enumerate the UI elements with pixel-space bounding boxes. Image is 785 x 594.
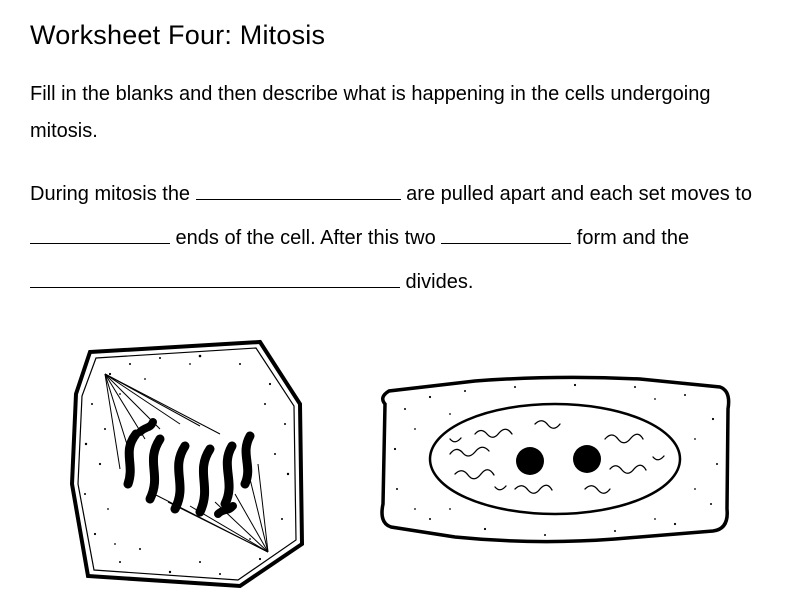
blank-3[interactable] (441, 223, 571, 244)
worksheet-title: Worksheet Four: Mitosis (30, 20, 755, 51)
fill-in-paragraph: During mitosis the are pulled apart and … (30, 172, 755, 304)
paragraph-part-1: During mitosis the (30, 183, 196, 205)
cell-diagram-left (50, 334, 320, 594)
instructions-text: Fill in the blanks and then describe wha… (30, 76, 755, 150)
paragraph-part-4: form and the (571, 227, 689, 249)
paragraph-part-2: are pulled apart and each set moves to (401, 183, 752, 205)
paragraph-part-5: divides. (400, 271, 473, 293)
paragraph-part-3: ends of the cell. After this two (170, 227, 441, 249)
cell-diagram-right (375, 369, 735, 549)
diagram-row (30, 334, 755, 594)
blank-4[interactable] (30, 267, 400, 288)
blank-1[interactable] (196, 179, 401, 200)
blank-2[interactable] (30, 223, 170, 244)
